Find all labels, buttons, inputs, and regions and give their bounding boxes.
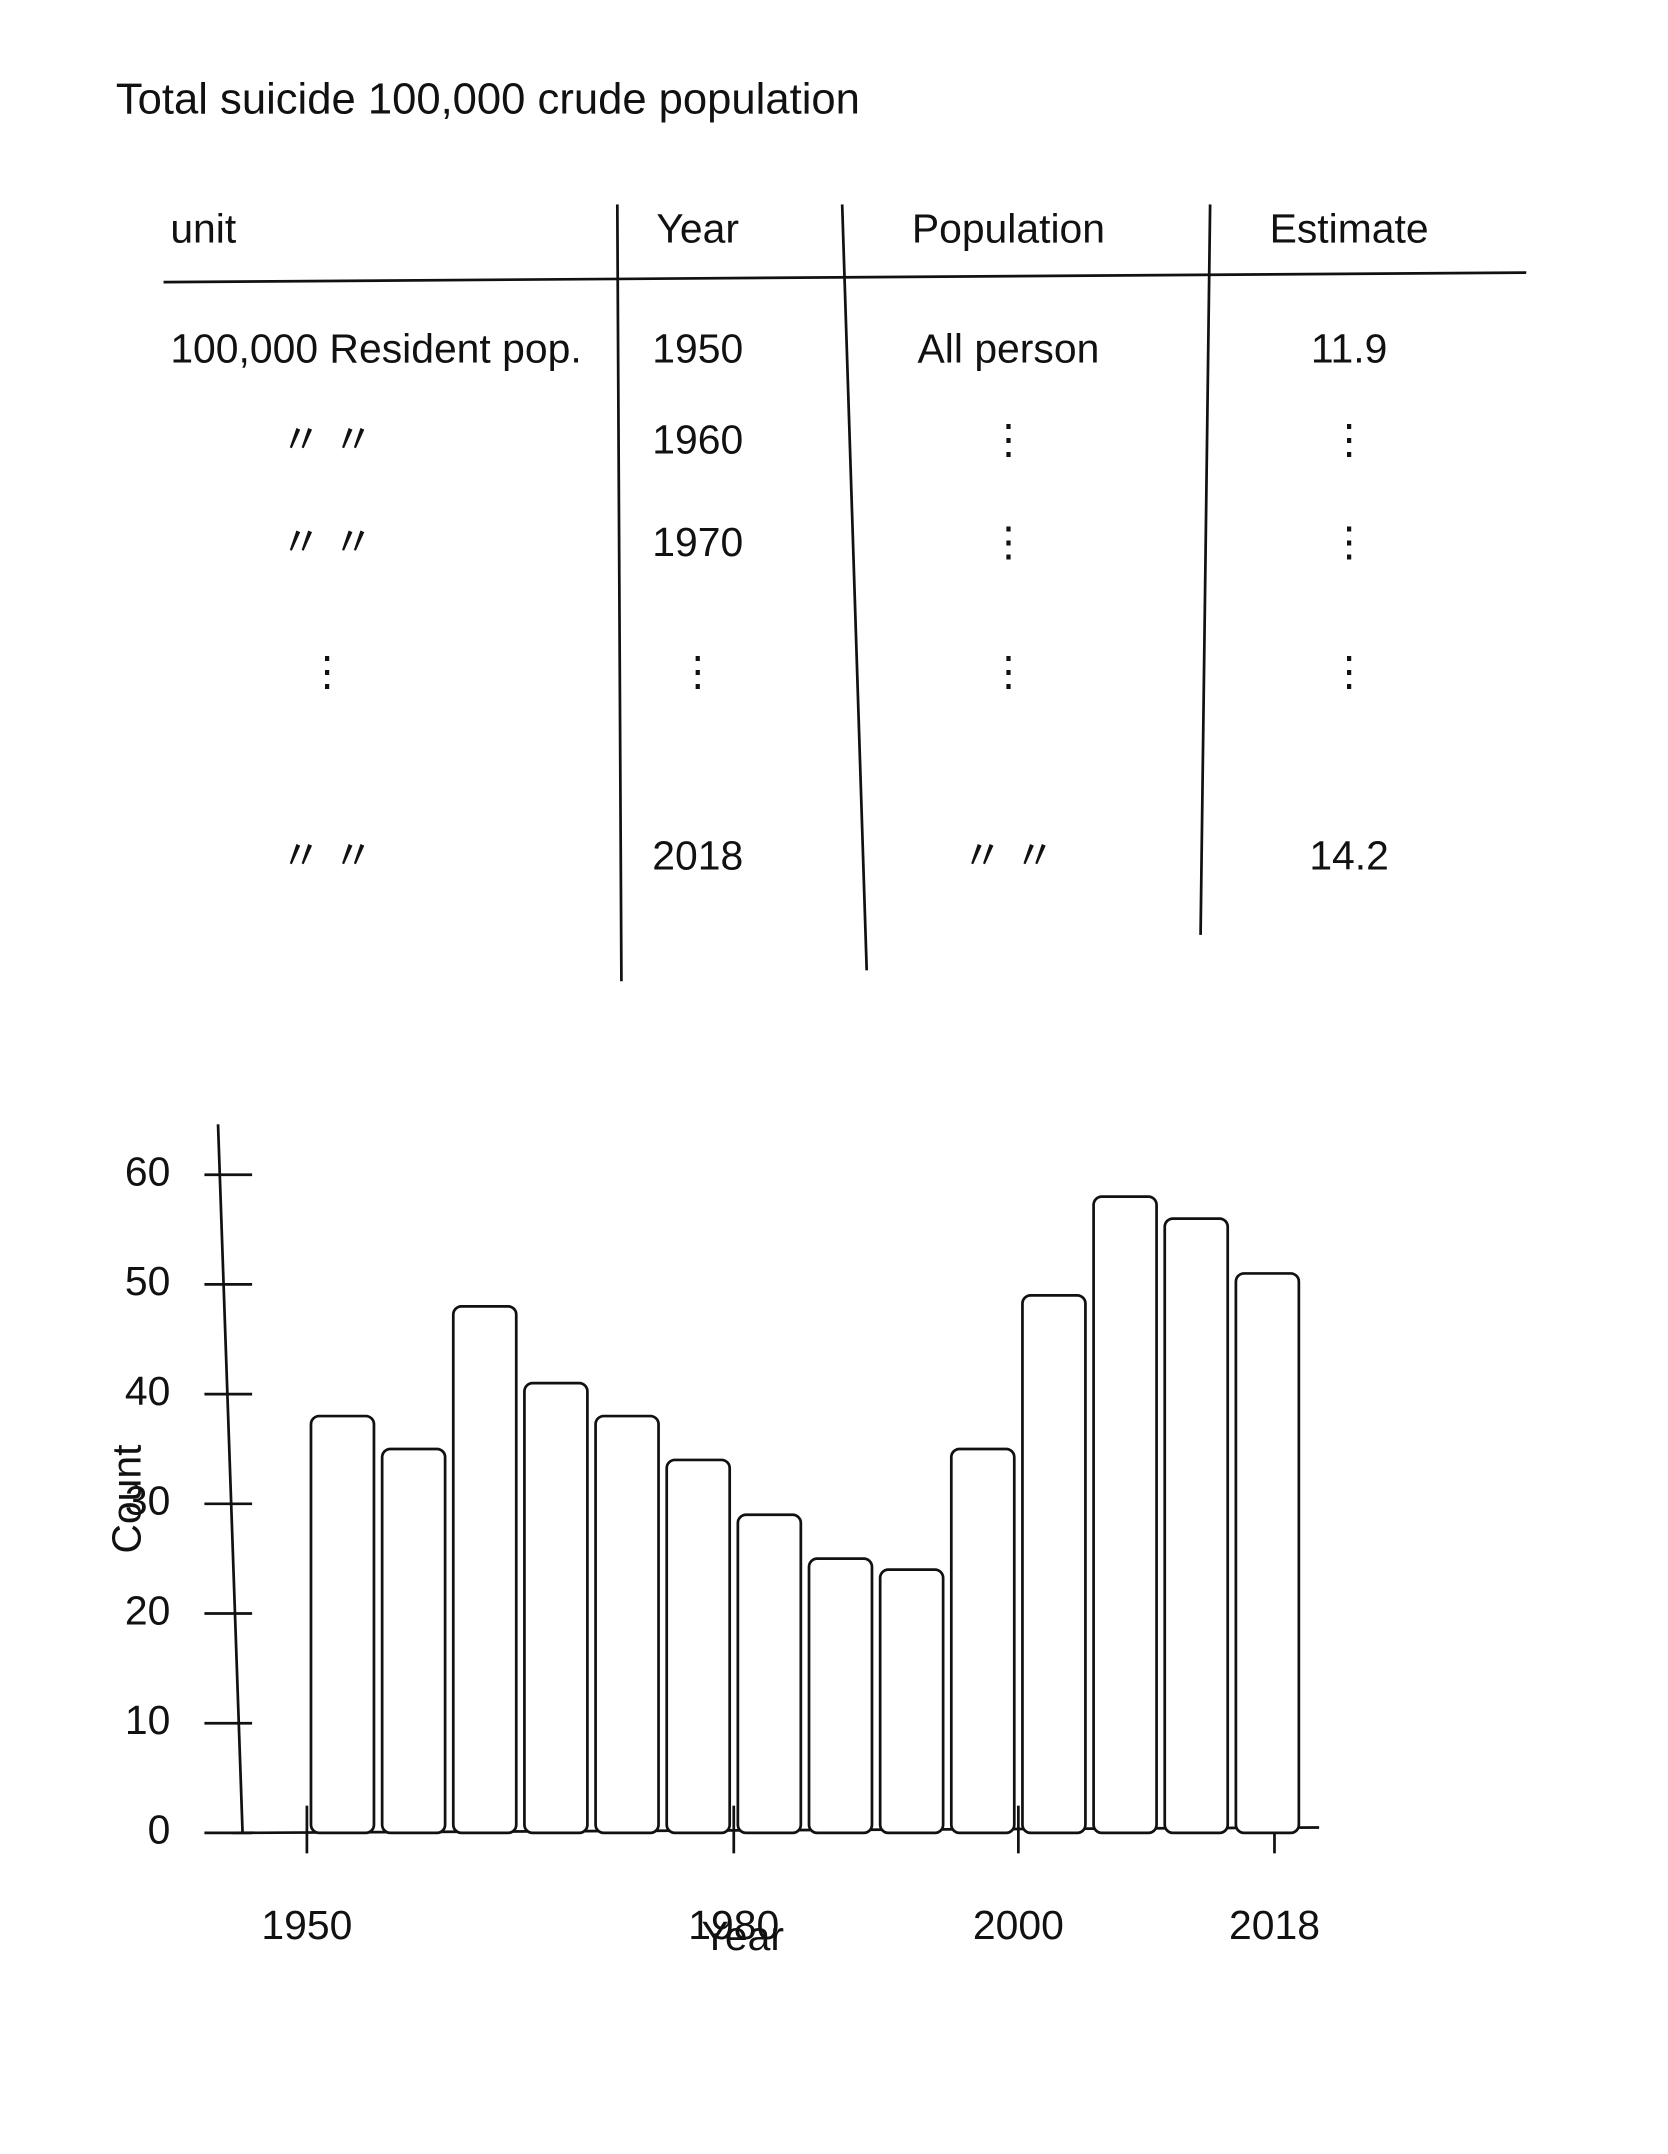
table-cell: ⋮: [677, 648, 718, 694]
y-tick-label: 10: [125, 1697, 170, 1743]
table-column-rule: [615, 204, 623, 982]
x-axis-label: Year: [701, 1913, 784, 1959]
table-cell: ⋮: [988, 648, 1029, 694]
bar: [309, 1414, 376, 1835]
y-tick-label: 60: [125, 1149, 170, 1195]
table-cell: 14.2: [1309, 832, 1389, 878]
bar: [807, 1557, 874, 1835]
bar: [1021, 1294, 1087, 1835]
bar: [878, 1568, 945, 1835]
y-tick-label: 20: [125, 1587, 170, 1633]
table-cell: ⋮: [988, 519, 1029, 565]
bar: [665, 1458, 732, 1835]
y-axis: [216, 1124, 244, 1833]
column-header: Estimate: [1270, 205, 1429, 251]
column-header: Population: [912, 205, 1105, 251]
table-cell: ⋮: [988, 417, 1029, 463]
table: unit Year Population Estimate 100,000 Reside…: [170, 205, 1428, 878]
bar: [949, 1447, 1016, 1835]
bar: [736, 1513, 803, 1835]
table-cell: 1950: [652, 325, 743, 371]
table-cell: ⋮: [1329, 648, 1370, 694]
bar: [523, 1381, 589, 1835]
table-cell: 100,000 Resident pop.: [170, 325, 581, 371]
y-tick-label: 50: [125, 1258, 170, 1304]
table-column-rule: [840, 204, 869, 971]
bar: [594, 1414, 660, 1835]
table-cell: 〃 〃: [281, 832, 374, 878]
y-tick-label: 30: [125, 1478, 170, 1524]
bar: [380, 1447, 447, 1835]
table-cell: 2018: [652, 832, 743, 878]
table-cell: 〃 〃: [962, 832, 1055, 878]
x-tick-label: 1980: [688, 1902, 779, 1948]
bar: [1234, 1272, 1301, 1835]
x-tick-label: 2018: [1229, 1902, 1320, 1948]
y-tick-label: 0: [148, 1807, 171, 1853]
x-tick-label: 1950: [261, 1902, 352, 1948]
table-cell: ⋮: [307, 648, 348, 694]
table-cell: 〃 〃: [281, 417, 374, 463]
column-header: Year: [656, 205, 739, 251]
table-column-rule: [1199, 204, 1212, 935]
page-title: Total suicide 100,000 crude population: [116, 76, 860, 124]
x-tick-label: 2000: [973, 1902, 1064, 1948]
y-axis-label: Count: [103, 1444, 149, 1554]
chart: 0 10 20 30 40 50 60 1950 1980 2000 2018 Year Count: [103, 1124, 1320, 1959]
bar: [1092, 1195, 1158, 1835]
y-tick-label: 40: [125, 1368, 170, 1414]
table-cell: 1970: [652, 519, 743, 565]
column-header: unit: [170, 205, 237, 251]
table-cell: 11.9: [1311, 325, 1388, 371]
table-cell: ⋮: [1329, 519, 1370, 565]
table-cell: ⋮: [1329, 417, 1370, 463]
table-cell: 1960: [652, 417, 743, 463]
bar: [451, 1304, 518, 1835]
table-cell: All person: [918, 325, 1100, 371]
table-cell: 〃 〃: [281, 519, 374, 565]
bar: [1163, 1217, 1230, 1835]
